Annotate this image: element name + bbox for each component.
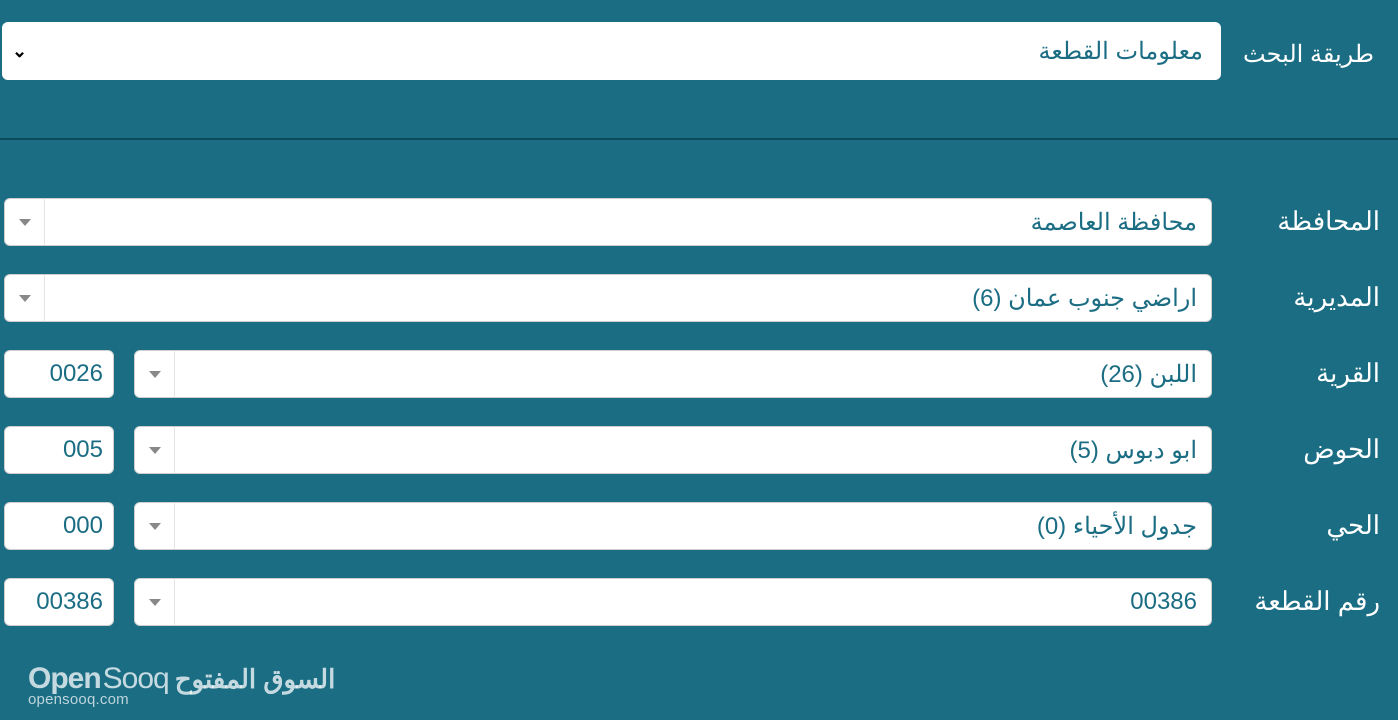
- neighborhood-code-input[interactable]: 000: [4, 502, 114, 550]
- row-basin: الحوض ابو دبوس (5) 005: [4, 426, 1380, 474]
- watermark: OpenSooq السوق المفتوح opensooq.com: [28, 663, 335, 708]
- village-select[interactable]: اللبن (26): [134, 350, 1212, 398]
- parcel-value: 00386: [1130, 588, 1197, 616]
- watermark-brand-en-2: Sooq: [103, 663, 169, 695]
- neighborhood-select[interactable]: جدول الأحياء (0): [134, 502, 1212, 550]
- directorate-select[interactable]: اراضي جنوب عمان (6): [4, 274, 1212, 322]
- neighborhood-value: جدول الأحياء (0): [1037, 512, 1197, 541]
- search-method-value: معلومات القطعة: [1039, 37, 1203, 66]
- neighborhood-label: الحي: [1232, 510, 1380, 541]
- row-neighborhood: الحي جدول الأحياء (0) 000: [4, 502, 1380, 550]
- directorate-value: اراضي جنوب عمان (6): [972, 284, 1197, 313]
- parcel-select[interactable]: 00386: [134, 578, 1212, 626]
- village-code-input[interactable]: 0026: [4, 350, 114, 398]
- form-area: المحافظة محافظة العاصمة المديرية اراضي ج…: [0, 140, 1398, 626]
- chevron-down-icon: ⌄: [12, 41, 27, 62]
- basin-value: ابو دبوس (5): [1070, 436, 1198, 465]
- directorate-label: المديرية: [1232, 282, 1380, 313]
- chevron-down-icon: [5, 199, 45, 245]
- watermark-brand-ar: السوق المفتوح: [175, 666, 336, 693]
- search-method-label: طريقة البحث: [1243, 34, 1390, 69]
- search-method-select[interactable]: معلومات القطعة ⌄: [2, 22, 1221, 80]
- row-parcel: رقم القطعة 00386 00386: [4, 578, 1380, 626]
- basin-select[interactable]: ابو دبوس (5): [134, 426, 1212, 474]
- chevron-down-icon: [5, 275, 45, 321]
- governorate-select[interactable]: محافظة العاصمة: [4, 198, 1212, 246]
- chevron-down-icon: [135, 503, 175, 549]
- village-label: القرية: [1232, 358, 1380, 389]
- row-village: القرية اللبن (26) 0026: [4, 350, 1380, 398]
- parcel-label: رقم القطعة: [1232, 586, 1380, 617]
- row-directorate: المديرية اراضي جنوب عمان (6): [4, 274, 1380, 322]
- row-governorate: المحافظة محافظة العاصمة: [4, 198, 1380, 246]
- watermark-brand-en-1: Open: [28, 663, 101, 695]
- basin-code-input[interactable]: 005: [4, 426, 114, 474]
- governorate-value: محافظة العاصمة: [1031, 208, 1197, 237]
- watermark-url: opensooq.com: [28, 692, 335, 708]
- basin-label: الحوض: [1232, 434, 1380, 465]
- search-method-row: طريقة البحث معلومات القطعة ⌄: [0, 0, 1398, 80]
- chevron-down-icon: [135, 427, 175, 473]
- governorate-label: المحافظة: [1232, 206, 1380, 237]
- chevron-down-icon: [135, 351, 175, 397]
- village-value: اللبن (26): [1100, 360, 1197, 389]
- parcel-code-input[interactable]: 00386: [4, 578, 114, 626]
- chevron-down-icon: [135, 579, 175, 625]
